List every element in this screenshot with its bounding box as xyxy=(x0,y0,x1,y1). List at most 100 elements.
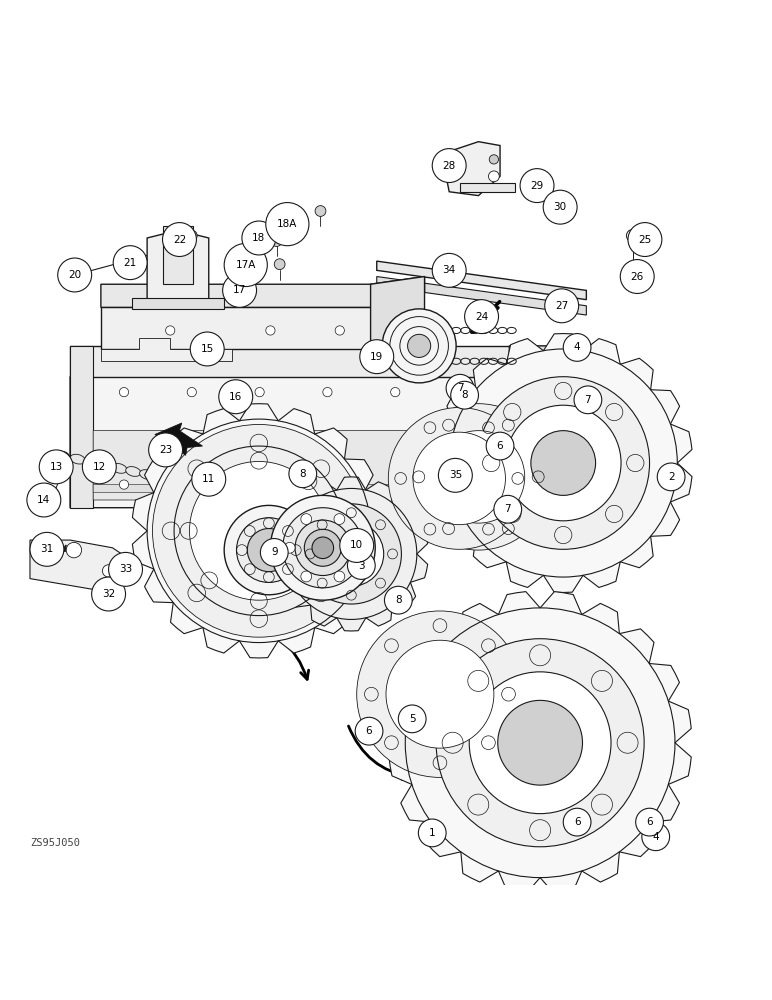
Text: 10: 10 xyxy=(350,540,364,550)
Circle shape xyxy=(436,639,644,847)
Circle shape xyxy=(564,808,591,836)
Circle shape xyxy=(171,224,185,240)
Circle shape xyxy=(335,326,344,335)
Circle shape xyxy=(360,340,394,374)
Circle shape xyxy=(242,221,276,255)
Circle shape xyxy=(323,387,332,397)
Text: 3: 3 xyxy=(358,561,364,571)
Circle shape xyxy=(166,326,174,335)
Text: 6: 6 xyxy=(366,726,372,736)
Ellipse shape xyxy=(84,457,99,467)
Text: 20: 20 xyxy=(68,270,81,280)
Circle shape xyxy=(191,462,225,496)
Circle shape xyxy=(567,373,575,381)
Circle shape xyxy=(657,463,685,491)
Circle shape xyxy=(386,640,494,748)
Text: 27: 27 xyxy=(555,301,568,311)
Circle shape xyxy=(564,334,591,361)
Text: 26: 26 xyxy=(631,272,644,282)
Text: 24: 24 xyxy=(475,312,488,322)
Circle shape xyxy=(120,480,129,489)
Circle shape xyxy=(174,446,344,616)
Ellipse shape xyxy=(140,470,154,479)
Circle shape xyxy=(247,529,290,572)
Circle shape xyxy=(103,565,115,577)
Circle shape xyxy=(357,611,523,777)
Circle shape xyxy=(382,309,456,383)
Text: 9: 9 xyxy=(271,547,278,557)
Text: 29: 29 xyxy=(530,181,543,191)
Circle shape xyxy=(59,456,66,462)
Circle shape xyxy=(266,203,309,246)
Circle shape xyxy=(315,206,326,216)
Circle shape xyxy=(27,483,61,517)
Polygon shape xyxy=(70,377,601,508)
Circle shape xyxy=(70,268,83,280)
Circle shape xyxy=(30,532,64,566)
Circle shape xyxy=(301,571,312,582)
Circle shape xyxy=(187,387,196,397)
Text: 2: 2 xyxy=(668,472,675,482)
Circle shape xyxy=(271,236,282,246)
Text: 6: 6 xyxy=(496,441,503,451)
Ellipse shape xyxy=(126,467,141,476)
Circle shape xyxy=(432,149,466,183)
Text: 15: 15 xyxy=(201,344,214,354)
Text: 33: 33 xyxy=(119,564,132,574)
Circle shape xyxy=(451,381,479,409)
Circle shape xyxy=(66,542,82,558)
Circle shape xyxy=(629,272,638,281)
Circle shape xyxy=(120,387,129,397)
Circle shape xyxy=(405,404,552,550)
Circle shape xyxy=(567,434,575,442)
Circle shape xyxy=(477,377,649,549)
Text: 11: 11 xyxy=(202,474,215,484)
Polygon shape xyxy=(93,431,579,500)
Circle shape xyxy=(113,577,124,588)
Polygon shape xyxy=(30,540,124,594)
Circle shape xyxy=(163,223,196,256)
Polygon shape xyxy=(132,404,385,658)
Circle shape xyxy=(355,717,383,745)
Text: 1: 1 xyxy=(429,828,435,838)
Text: 14: 14 xyxy=(37,495,50,505)
Circle shape xyxy=(186,230,197,241)
Circle shape xyxy=(642,823,669,851)
Circle shape xyxy=(489,171,499,182)
Text: 31: 31 xyxy=(40,544,53,554)
Text: 7: 7 xyxy=(457,383,463,393)
Circle shape xyxy=(255,387,264,397)
Circle shape xyxy=(432,253,466,287)
Circle shape xyxy=(266,326,275,335)
Circle shape xyxy=(189,461,328,600)
Circle shape xyxy=(304,529,341,566)
Circle shape xyxy=(543,190,577,224)
Text: 5: 5 xyxy=(409,714,415,724)
Ellipse shape xyxy=(181,479,196,489)
Polygon shape xyxy=(70,346,601,377)
Text: 19: 19 xyxy=(370,352,384,362)
Circle shape xyxy=(391,387,400,397)
Circle shape xyxy=(83,450,117,484)
Circle shape xyxy=(49,489,59,500)
Circle shape xyxy=(301,514,312,524)
Text: 13: 13 xyxy=(49,462,63,472)
Circle shape xyxy=(224,243,267,287)
Text: 8: 8 xyxy=(462,390,468,400)
Text: 8: 8 xyxy=(395,595,401,605)
Circle shape xyxy=(418,819,446,847)
Polygon shape xyxy=(101,307,371,349)
Circle shape xyxy=(228,500,290,562)
Circle shape xyxy=(58,258,92,292)
Polygon shape xyxy=(93,440,579,492)
Circle shape xyxy=(284,542,295,553)
Circle shape xyxy=(334,571,345,582)
Circle shape xyxy=(567,404,575,411)
Circle shape xyxy=(446,374,474,402)
Circle shape xyxy=(459,387,468,397)
Circle shape xyxy=(153,424,365,637)
Text: 30: 30 xyxy=(554,202,567,212)
Circle shape xyxy=(388,408,530,549)
Polygon shape xyxy=(101,277,425,307)
Circle shape xyxy=(635,808,663,836)
